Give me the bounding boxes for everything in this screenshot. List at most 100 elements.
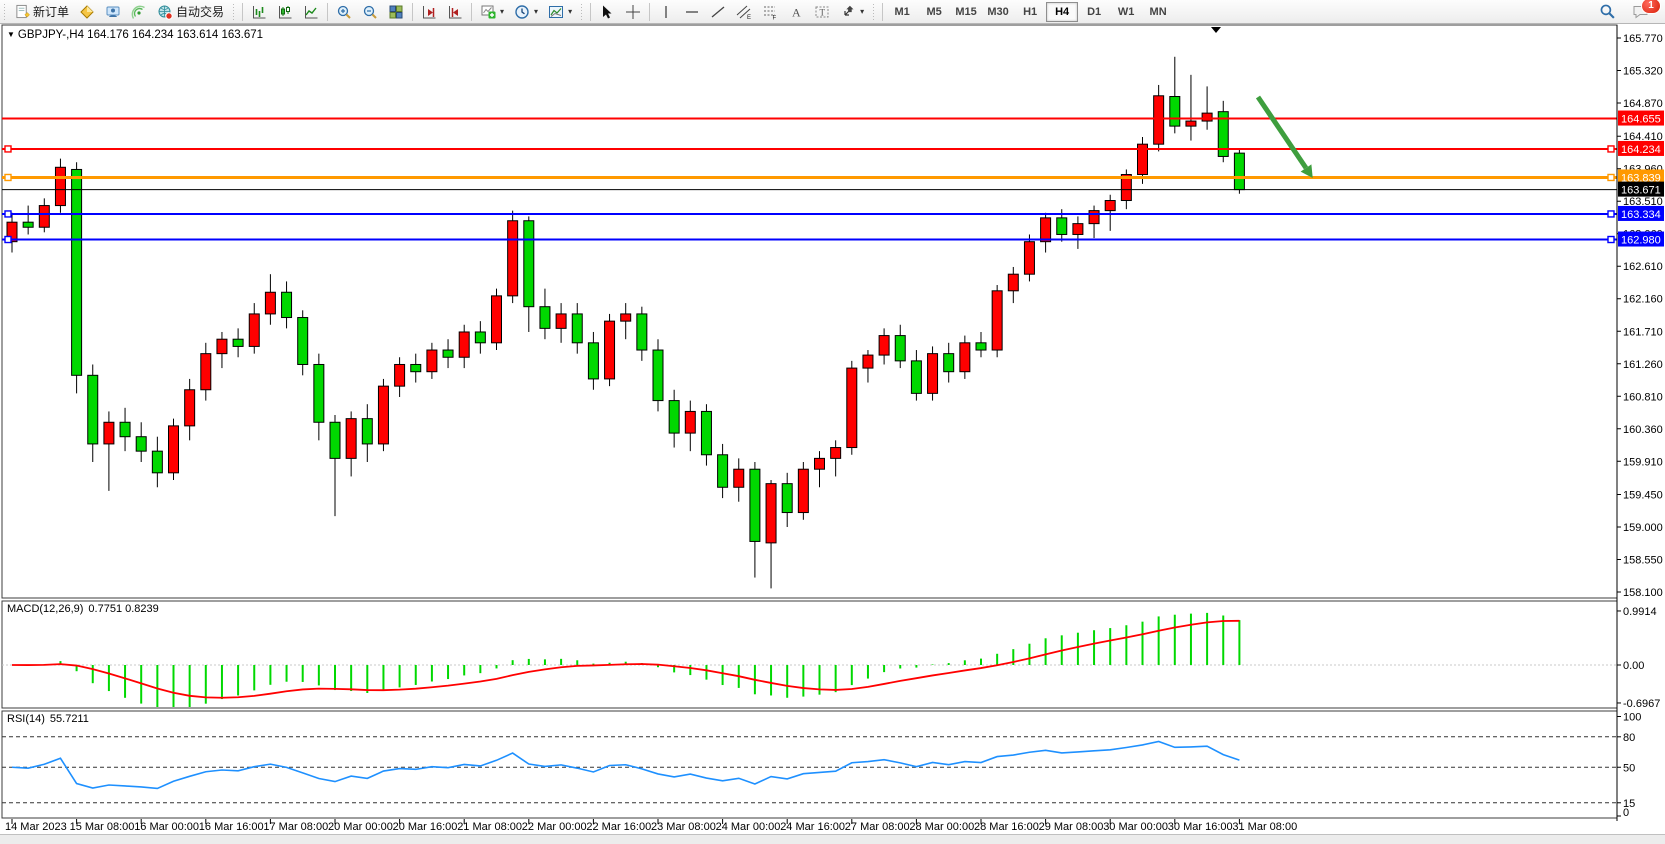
line-chart-button[interactable] xyxy=(298,1,324,23)
candle xyxy=(1169,96,1181,127)
svg-text:24 Mar 00:00: 24 Mar 00:00 xyxy=(716,821,781,833)
line-anchor[interactable] xyxy=(4,145,12,153)
trendline-button[interactable] xyxy=(705,1,731,23)
toolbar-grip[interactable] xyxy=(231,3,238,20)
svg-text:160.810: 160.810 xyxy=(1623,391,1663,403)
rsi-values: 55.7211 xyxy=(49,713,89,725)
separator xyxy=(649,2,651,21)
line-anchor[interactable] xyxy=(1607,210,1615,218)
horizontal-line-button[interactable] xyxy=(679,1,705,23)
timeframe-h4-button[interactable]: H4 xyxy=(1046,1,1079,22)
svg-text:50: 50 xyxy=(1623,762,1635,774)
svg-text:161.710: 161.710 xyxy=(1623,326,1663,338)
candle xyxy=(636,313,648,351)
annotation-arrow-head[interactable] xyxy=(1300,164,1313,178)
new-chart-button[interactable]: ▾ xyxy=(475,1,509,23)
bar-chart-button[interactable] xyxy=(246,1,272,23)
periodicity-button[interactable]: ▾ xyxy=(509,1,543,23)
collapse-caret-icon[interactable]: ▼ xyxy=(7,30,15,39)
chart-ohlc: 164.176 164.234 163.614 163.671 xyxy=(87,29,264,41)
chart-shift-marker[interactable] xyxy=(1211,27,1221,33)
svg-text:14 Mar 2023: 14 Mar 2023 xyxy=(5,821,67,833)
autotrading-label: 自动交易 xyxy=(176,5,225,19)
timeframe-w1-button[interactable]: W1 xyxy=(1117,5,1135,18)
tile-windows-button[interactable] xyxy=(383,1,409,23)
separator xyxy=(242,2,244,21)
text-button[interactable]: A xyxy=(783,1,809,23)
vertical-line-button[interactable] xyxy=(653,1,679,23)
svg-text:24 Mar 16:00: 24 Mar 16:00 xyxy=(780,821,845,833)
crosshair-button[interactable] xyxy=(620,1,646,23)
svg-text:22 Mar 16:00: 22 Mar 16:00 xyxy=(586,821,651,833)
toolbar-grip[interactable] xyxy=(579,3,586,20)
annotation-arrow[interactable] xyxy=(1255,95,1309,170)
community-button[interactable] xyxy=(100,1,126,23)
autotrading-button[interactable]: 自动交易 xyxy=(152,1,229,23)
timeframe-mn-button[interactable]: MN xyxy=(1149,5,1167,18)
cursor-button[interactable] xyxy=(594,1,620,23)
zoom-out-button[interactable] xyxy=(357,1,383,23)
chart-shift-button[interactable] xyxy=(442,1,468,23)
horizontal-lines xyxy=(2,117,1617,244)
chat-button[interactable]: 1 xyxy=(1627,0,1661,23)
fibonacci-button[interactable]: F xyxy=(757,1,783,23)
svg-text:28 Mar 00:00: 28 Mar 00:00 xyxy=(909,821,974,833)
timeframe-d1-button[interactable]: D1 xyxy=(1087,5,1102,18)
price-axis[interactable]: 165.770165.320164.870164.410163.960163.5… xyxy=(1616,25,1664,821)
line-anchor[interactable] xyxy=(4,210,12,218)
candle xyxy=(765,483,777,544)
svg-text:165.770: 165.770 xyxy=(1623,33,1663,45)
line-anchor[interactable] xyxy=(1607,173,1615,182)
candle xyxy=(103,421,115,445)
timeframe-m5-button[interactable]: M5 xyxy=(926,5,942,18)
line-anchor[interactable] xyxy=(4,235,12,244)
signals-button[interactable] xyxy=(126,1,152,23)
svg-text:0.00: 0.00 xyxy=(1623,660,1644,672)
candle xyxy=(684,410,696,434)
crosshair-icon xyxy=(625,4,641,20)
candle xyxy=(1217,111,1229,157)
price-badge-164.655 xyxy=(1618,110,1664,126)
line-anchor[interactable] xyxy=(1607,235,1615,244)
candle xyxy=(991,290,1003,351)
timeframe-m30-button[interactable]: M30 xyxy=(987,5,1009,18)
templates-button[interactable]: ▾ xyxy=(543,1,577,23)
toolbar-grip[interactable] xyxy=(871,3,878,20)
candle xyxy=(200,353,212,391)
gold-button[interactable] xyxy=(74,1,100,23)
text-label-button[interactable]: T xyxy=(809,1,835,23)
timeframe-m1-button[interactable]: M1 xyxy=(894,5,910,18)
line-anchor[interactable] xyxy=(4,173,12,182)
svg-text:163.510: 163.510 xyxy=(1623,196,1663,208)
svg-text:29 Mar 08:00: 29 Mar 08:00 xyxy=(1039,821,1104,833)
separator xyxy=(412,2,414,21)
candle xyxy=(135,436,147,452)
timeframe-h1-button[interactable]: H1 xyxy=(1023,5,1038,18)
candle xyxy=(458,331,470,358)
candle xyxy=(184,389,196,427)
svg-text:164.410: 164.410 xyxy=(1623,131,1663,143)
toolbar-grip[interactable] xyxy=(2,3,8,20)
shapes-button[interactable]: ▾ xyxy=(835,1,869,23)
new-order-button[interactable]: 新订单 xyxy=(10,1,74,23)
channel-button[interactable]: E xyxy=(731,1,757,23)
line-anchor[interactable] xyxy=(1607,145,1615,153)
candles xyxy=(6,56,1245,589)
dropdown-caret-icon: ▾ xyxy=(568,7,573,16)
candle xyxy=(604,320,616,380)
candle xyxy=(846,367,858,449)
search-button[interactable] xyxy=(1594,1,1621,23)
timeframe-m15-button[interactable]: M15 xyxy=(955,5,977,18)
candle xyxy=(587,342,599,380)
community-icon xyxy=(105,4,121,20)
candlestick-chart-button[interactable] xyxy=(272,1,298,23)
auto-scroll-button[interactable] xyxy=(416,1,442,23)
candle xyxy=(54,166,66,207)
candle xyxy=(620,313,632,322)
zoom-in-icon xyxy=(336,4,352,20)
zoom-in-button[interactable] xyxy=(331,1,357,23)
time-axis[interactable]: 14 Mar 2023 15 Mar 08:00 16 Mar 00:00 16 Ma… xyxy=(5,819,1297,833)
candle xyxy=(248,313,260,347)
candle xyxy=(281,291,293,319)
